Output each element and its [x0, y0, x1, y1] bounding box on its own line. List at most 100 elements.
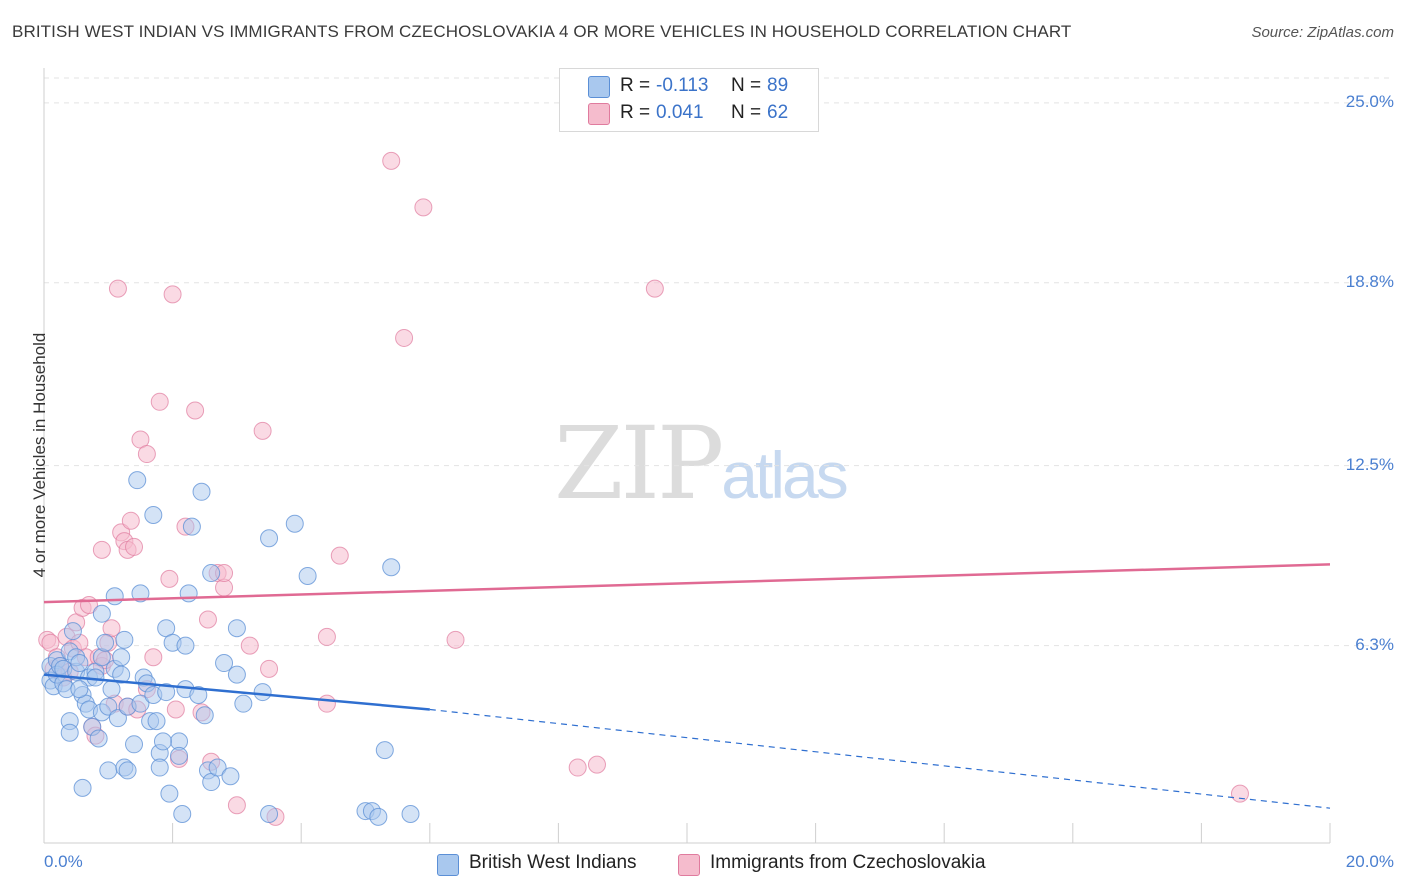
data-point-british-west-indians: [234, 694, 253, 713]
data-point-british-west-indians: [144, 506, 163, 525]
data-point-british-west-indians: [128, 471, 147, 490]
data-point-british-west-indians: [202, 564, 221, 583]
data-point-immigrants-from-czechoslovakia: [395, 328, 414, 347]
legend-n-value: 62: [767, 102, 789, 123]
legend-r-value: 0.041: [656, 102, 704, 123]
y-tick-label: 12.5%: [1345, 454, 1394, 474]
data-point-immigrants-from-czechoslovakia: [568, 758, 587, 777]
data-point-british-west-indians: [369, 807, 388, 826]
data-point-immigrants-from-czechoslovakia: [240, 636, 259, 655]
data-point-british-west-indians: [382, 558, 401, 577]
data-point-british-west-indians: [215, 654, 234, 673]
bottom-legend: British West Indians Immigrants from Cze…: [0, 852, 1406, 876]
data-point-immigrants-from-czechoslovakia: [125, 537, 144, 556]
data-point-british-west-indians: [60, 723, 79, 742]
data-point-immigrants-from-czechoslovakia: [587, 755, 606, 774]
data-point-british-west-indians: [260, 529, 279, 548]
data-point-british-west-indians: [131, 584, 150, 603]
data-point-immigrants-from-czechoslovakia: [166, 700, 185, 719]
bottom-legend-swatch-blue: [437, 854, 459, 876]
data-point-british-west-indians: [221, 767, 240, 786]
y-tick-label: 6.3%: [1355, 634, 1394, 654]
data-point-british-west-indians: [99, 761, 118, 780]
data-point-british-west-indians: [73, 778, 92, 797]
data-point-immigrants-from-czechoslovakia: [382, 151, 401, 170]
trend-line-immigrants-from-czechoslovakia: [43, 563, 1331, 604]
data-point-immigrants-from-czechoslovakia: [645, 279, 664, 298]
legend-r-value: -0.113: [656, 75, 709, 96]
data-point-british-west-indians: [89, 729, 108, 748]
data-point-immigrants-from-czechoslovakia: [137, 445, 156, 464]
data-point-british-west-indians: [118, 761, 137, 780]
data-point-british-west-indians: [150, 758, 169, 777]
x-tick-label: 0.0%: [44, 852, 83, 871]
axes: [43, 68, 1331, 844]
legend-n-label: N =: [731, 102, 762, 123]
data-point-british-west-indians: [179, 584, 198, 603]
data-point-british-west-indians: [189, 685, 208, 704]
data-point-immigrants-from-czechoslovakia: [198, 610, 217, 629]
watermark-atlas: atlas: [721, 438, 848, 512]
data-point-british-west-indians: [105, 587, 124, 606]
data-point-immigrants-from-czechoslovakia: [108, 279, 127, 298]
bottom-legend-swatch-pink: [678, 854, 700, 876]
data-point-british-west-indians: [298, 566, 317, 585]
data-point-british-west-indians: [375, 741, 394, 760]
data-point-british-west-indians: [173, 804, 192, 823]
data-point-british-west-indians: [112, 665, 131, 684]
data-point-immigrants-from-czechoslovakia: [1230, 784, 1249, 803]
bottom-legend-label-immigrants-from-czechoslovakia: Immigrants from Czechoslovakia: [710, 852, 986, 873]
trend-line-british-west-indians: [43, 673, 430, 711]
legend-swatch-blue: [588, 76, 610, 98]
trend-lines: [43, 563, 1331, 809]
y-tick-label: 18.8%: [1345, 271, 1394, 291]
data-point-british-west-indians: [125, 735, 144, 754]
bottom-legend-label-british-west-indians: British West Indians: [469, 852, 637, 873]
data-point-british-west-indians: [108, 709, 127, 728]
data-point-british-west-indians: [157, 683, 176, 702]
data-point-british-west-indians: [70, 680, 89, 699]
data-point-british-west-indians: [131, 694, 150, 713]
data-point-british-west-indians: [92, 604, 111, 623]
data-point-immigrants-from-czechoslovakia: [160, 569, 179, 588]
data-point-immigrants-from-czechoslovakia: [144, 648, 163, 667]
data-point-immigrants-from-czechoslovakia: [186, 401, 205, 420]
data-point-immigrants-from-czechoslovakia: [150, 392, 169, 411]
data-point-immigrants-from-czechoslovakia: [260, 659, 279, 678]
legend: R = -0.113 N = 89 R = 0.041 N = 62: [559, 68, 819, 132]
data-point-british-west-indians: [227, 619, 246, 638]
data-point-british-west-indians: [70, 654, 89, 673]
data-point-british-west-indians: [182, 517, 201, 536]
data-point-immigrants-from-czechoslovakia: [163, 285, 182, 304]
data-point-british-west-indians: [102, 680, 121, 699]
data-point-british-west-indians: [401, 804, 420, 823]
data-point-british-west-indians: [147, 712, 166, 731]
series-british-west-indians: [41, 471, 420, 826]
data-point-british-west-indians: [170, 746, 189, 765]
data-point-immigrants-from-czechoslovakia: [121, 511, 140, 530]
watermark-zip: ZIP: [554, 405, 724, 522]
series-immigrants-from-czechoslovakia: [38, 151, 1249, 826]
legend-r-label: R =: [620, 75, 651, 96]
data-point-british-west-indians: [96, 633, 115, 652]
data-point-immigrants-from-czechoslovakia: [317, 694, 336, 713]
legend-r-label: R =: [620, 102, 651, 123]
data-point-british-west-indians: [227, 665, 246, 684]
y-axis-label: 4 or more Vehicles in Household: [30, 332, 49, 578]
data-point-immigrants-from-czechoslovakia: [92, 540, 111, 559]
data-point-immigrants-from-czechoslovakia: [414, 198, 433, 217]
data-point-british-west-indians: [99, 697, 118, 716]
grid: [44, 77, 1392, 647]
x-tick-label: 20.0%: [1345, 852, 1394, 871]
data-point-british-west-indians: [195, 706, 214, 725]
data-point-british-west-indians: [63, 622, 82, 641]
data-point-immigrants-from-czechoslovakia: [330, 546, 349, 565]
watermark: ZIPatlas: [554, 405, 849, 522]
data-point-british-west-indians: [153, 732, 172, 751]
legend-n-value: 89: [767, 75, 789, 96]
legend-n-label: N =: [731, 75, 762, 96]
source-label: Source: ZipAtlas.com: [1251, 24, 1394, 41]
data-point-british-west-indians: [260, 804, 279, 823]
data-point-immigrants-from-czechoslovakia: [253, 421, 272, 440]
